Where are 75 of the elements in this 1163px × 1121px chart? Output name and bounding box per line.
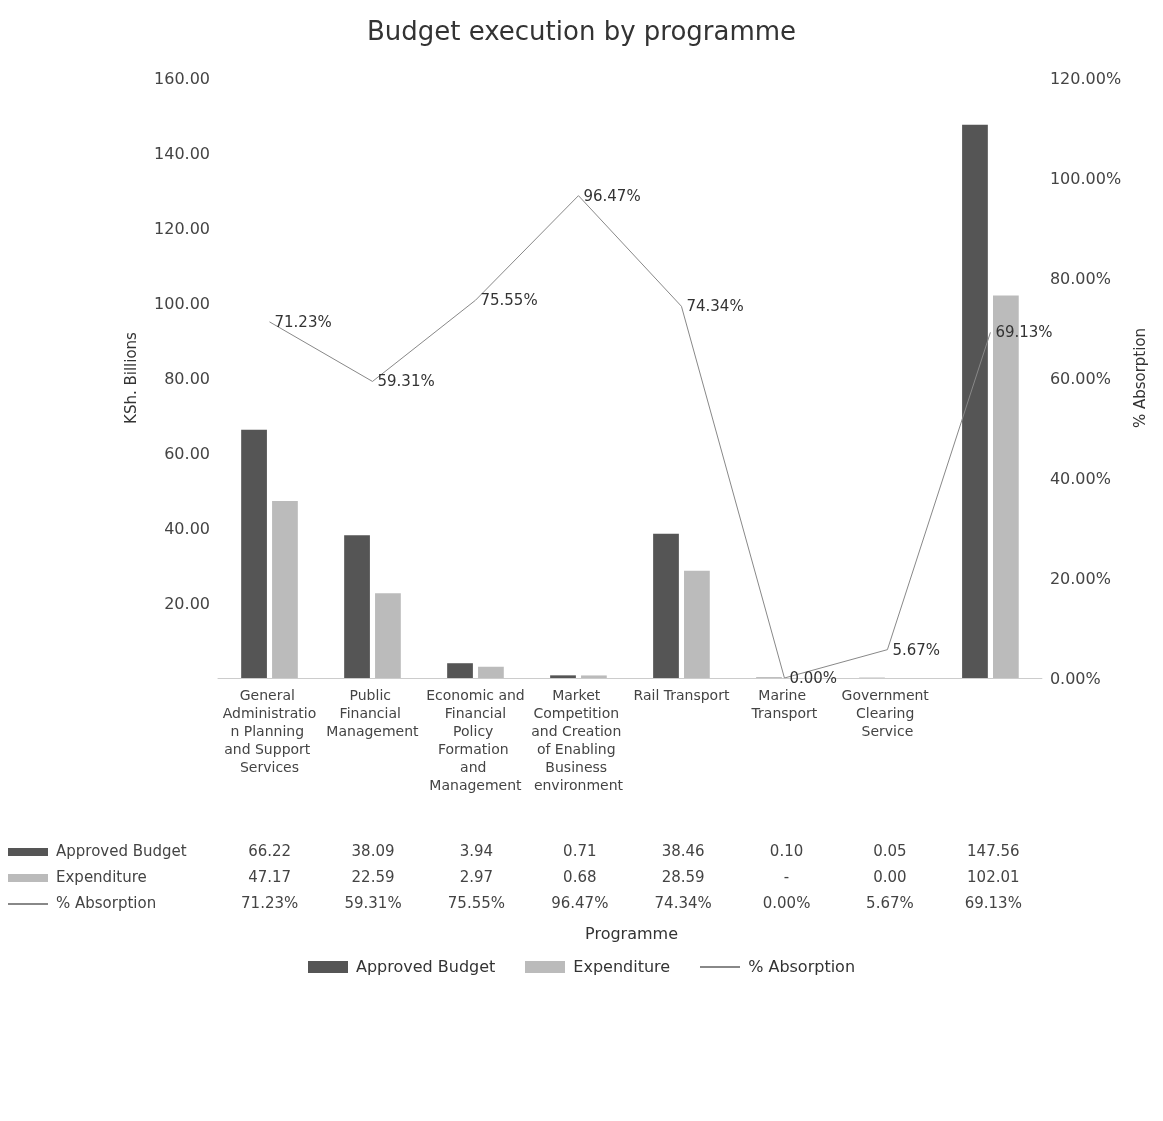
bar — [241, 429, 267, 678]
text: Approved Budget — [355, 957, 496, 976]
y2-tick-label: 0.00% — [1049, 668, 1101, 688]
x-tick-label: Government Clearing Service — [841, 687, 934, 739]
x-tick-label: General Administration Planning and Support Services — [222, 687, 317, 775]
data-label: 74.34% — [653, 893, 713, 914]
data-label: 0.71 — [562, 841, 598, 862]
data-label: 96.47% — [550, 893, 610, 914]
data-label: 2.97 — [458, 867, 495, 888]
x-tick-label: Public Financial Management — [326, 687, 420, 739]
text: 96.47% — [583, 186, 641, 205]
y-tick-label: 20.00 — [164, 593, 210, 613]
bar — [684, 570, 710, 678]
bar — [478, 666, 504, 678]
text: - — [783, 868, 790, 886]
y2-axis-title: % Absorption — [1130, 327, 1149, 429]
data-label: 38.09 — [350, 841, 396, 862]
text: 69.13% — [995, 323, 1053, 342]
data-label: 22.59 — [350, 867, 396, 888]
y2-tick-label: 40.00% — [1049, 468, 1111, 488]
y2-tick-label: 80.00% — [1049, 268, 1111, 288]
legend-label: Expenditure — [55, 867, 148, 888]
data-label: 102.01 — [966, 867, 1021, 888]
bar — [375, 593, 401, 678]
data-label: 147.56 — [966, 841, 1021, 862]
y2-tick-label: 120.00% — [1049, 68, 1122, 88]
x-tick-label: Economic and Financial Policy Formation and Management — [426, 687, 525, 793]
data-label: 38.46 — [660, 841, 706, 862]
y-tick-label: 100.00 — [154, 293, 210, 313]
data-label: 69.13% — [963, 893, 1023, 914]
bar — [653, 533, 679, 678]
data-label: 59.31% — [343, 893, 403, 914]
y2-tick-label: 20.00% — [1049, 568, 1111, 588]
data-label: 71.23% — [240, 893, 300, 914]
chart-title: Budget execution by programme — [366, 16, 797, 46]
data-label: 3.94 — [458, 841, 495, 862]
bar — [272, 501, 298, 678]
y-tick-label: 160.00 — [154, 68, 210, 88]
bar — [581, 675, 607, 678]
data-label: 0.05 — [872, 841, 908, 862]
data-label: 5.67% — [865, 893, 915, 914]
bar — [962, 124, 988, 678]
x-tick-label: Marine Transport — [750, 687, 818, 721]
y-tick-label: 140.00 — [154, 143, 210, 163]
text: % Absorption — [748, 957, 856, 976]
legend-label: Approved Budget — [55, 841, 188, 862]
data-label: 0.00% — [761, 893, 812, 914]
y2-tick-label: 100.00% — [1049, 168, 1122, 188]
data-label: 75.55% — [446, 893, 507, 914]
data-label: 0.68 — [562, 867, 598, 888]
text: 71.23% — [274, 312, 332, 331]
x-tick-label: Market Competition and Creation of Enabling Business environment — [531, 687, 626, 793]
text: 75.55% — [480, 291, 538, 310]
y2-tick-label: 60.00% — [1049, 368, 1111, 388]
y-tick-label: 60.00 — [164, 443, 210, 463]
data-label: 47.17 — [247, 867, 293, 888]
text: 0.00% — [789, 669, 838, 687]
y-tick-label: 80.00 — [164, 368, 210, 388]
text: 5.67% — [892, 640, 941, 659]
text: Expenditure — [573, 957, 671, 976]
data-label: 66.22 — [247, 841, 293, 862]
data-label: 0.10 — [768, 841, 805, 862]
bar — [344, 535, 370, 678]
text: 59.31% — [377, 372, 435, 391]
data-label: 0.00 — [872, 867, 908, 888]
data-label: 28.59 — [660, 867, 706, 888]
bar — [447, 663, 473, 678]
y-axis-title: KSh. Billions — [121, 331, 140, 424]
bar — [550, 675, 576, 678]
legend-label: % Absorption — [55, 893, 158, 914]
text: 74.34% — [686, 297, 744, 316]
x-tick-label: Rail Transport — [633, 687, 730, 703]
text: Programme — [584, 924, 679, 943]
y-tick-label: 120.00 — [154, 218, 210, 238]
y-tick-label: 40.00 — [164, 518, 210, 538]
